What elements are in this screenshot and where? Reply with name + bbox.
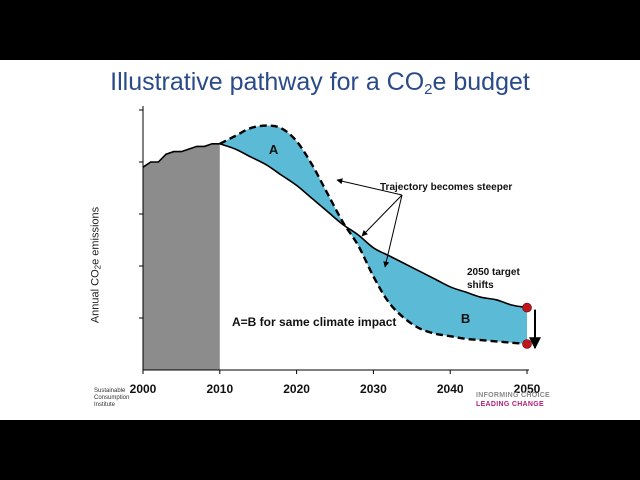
budget-difference-area — [219, 125, 528, 344]
x-tick-label: 2040 — [437, 382, 464, 396]
logo-line: Institute — [94, 402, 116, 408]
title-subscript: 2 — [424, 81, 433, 98]
target-annotation-line-2: shifts — [467, 280, 494, 291]
annotation-arrow — [383, 194, 403, 268]
tagline-logo: INFORMING CHOICE LEADING CHANGE — [476, 391, 550, 409]
ylabel-suffix: e emissions — [89, 206, 102, 265]
area-label: A — [269, 142, 279, 157]
slide: Illustrative pathway for a CO2e budget 2… — [0, 60, 640, 420]
equal-budget-annotation: A=B for same climate impact — [232, 315, 396, 329]
target-annotation-line-1: 2050 target — [467, 267, 520, 278]
title-suffix: e budget — [432, 68, 530, 96]
slide-title: Illustrative pathway for a CO2e budget — [0, 68, 640, 98]
ylabel-prefix: Annual CO — [89, 269, 102, 324]
historical-area — [143, 143, 220, 370]
target-marker — [522, 339, 532, 349]
emissions-chart: 2000 2010 2020 2030 2040 2050 A B Trajectory be… — [130, 106, 541, 396]
steeper-annotation: Trajectory becomes steeper — [380, 182, 512, 193]
title-prefix: Illustrative pathway for a CO — [110, 68, 425, 96]
x-tick-label: 2000 — [130, 382, 157, 396]
tagline-line-1: INFORMING CHOICE — [476, 392, 551, 399]
logo-line: Consumption — [94, 395, 130, 401]
ylabel-subscript: 2 — [93, 264, 103, 270]
x-tick-label: 2010 — [206, 382, 233, 396]
y-axis-label: Annual CO2e emissions — [90, 207, 103, 323]
sci-logo: Sustainable Consumption Institute — [94, 388, 129, 409]
logo-line: Sustainable — [94, 388, 126, 394]
annotation-arrow — [361, 194, 403, 237]
current-pathway-line — [219, 143, 528, 309]
annotation-arrow — [336, 178, 403, 196]
x-tick-label: 2020 — [283, 382, 310, 396]
historical-line — [142, 143, 220, 168]
target-marker — [522, 302, 532, 313]
x-tick-label: 2030 — [360, 382, 387, 396]
x-tick-label: 2050 — [514, 382, 541, 396]
area-label: B — [461, 311, 470, 326]
tagline-line-2: LEADING CHANGE — [476, 401, 544, 408]
